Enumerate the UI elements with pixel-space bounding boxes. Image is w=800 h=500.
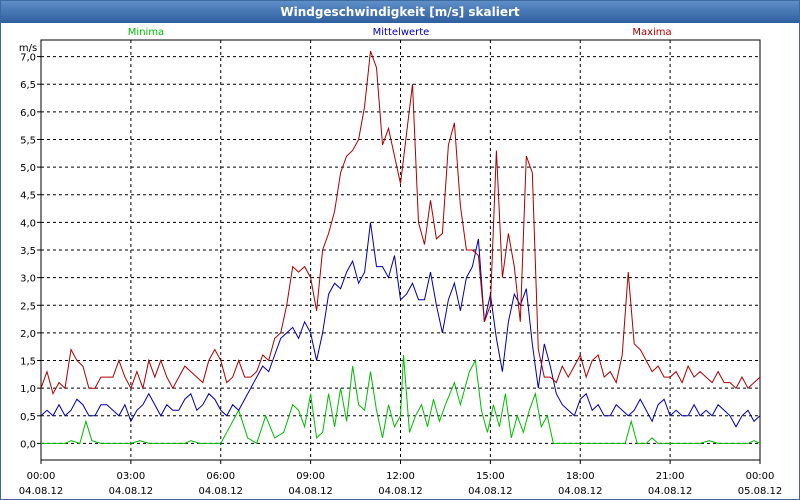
x-tick-date-label: 04.08.12 <box>109 486 154 497</box>
x-tick-time-label: 09:00 <box>296 471 325 482</box>
x-tick-time-label: 12:00 <box>386 471 415 482</box>
y-tick-label: 1,0 <box>20 384 36 395</box>
y-tick-label: 3,5 <box>20 246 36 257</box>
x-tick-date-label: 04.08.12 <box>378 486 423 497</box>
x-axis: 00:00 04.08.12 03:00 04.08.12 06:00 04.08.12 0… <box>19 460 783 497</box>
y-tick-label: 4,0 <box>20 218 36 229</box>
x-tick-time-label: 06:00 <box>206 471 235 482</box>
y-tick-label: 5,0 <box>20 163 36 174</box>
y-tick-label: 6,0 <box>20 108 36 119</box>
y-tick-label: 0,5 <box>20 412 36 423</box>
legend-minima: Minima <box>128 27 164 38</box>
y-tick-label: 3,0 <box>20 274 36 285</box>
y-tick-label: 0,0 <box>20 439 36 450</box>
x-tick-date-label: 04.08.12 <box>198 486 243 497</box>
legend-mittelwerte: Mittelwerte <box>373 27 430 38</box>
y-tick-label: 5,5 <box>20 135 36 146</box>
series-lines <box>40 50 761 445</box>
x-tick-time-label: 00:00 <box>27 471 56 482</box>
grid <box>41 40 760 460</box>
maxima-line <box>40 50 761 396</box>
y-tick-label: 1,5 <box>20 357 36 368</box>
x-tick-time-label: 15:00 <box>476 471 505 482</box>
x-tick-date-label: 04.08.12 <box>648 486 693 497</box>
x-tick-date-label: 05.08.12 <box>738 486 783 497</box>
x-tick-time-label: 00:00 <box>746 471 775 482</box>
y-tick-label: 6,5 <box>20 80 36 91</box>
mittelwerte-line <box>40 222 761 428</box>
minima-line <box>41 354 761 445</box>
x-tick-time-label: 03:00 <box>116 471 145 482</box>
y-axis: 0,0 0,5 1,0 1,5 2,0 2,5 3,0 3,5 4,0 4,5 5,0 5,5 6,0 6… <box>20 53 41 450</box>
y-tick-label: 2,0 <box>20 329 36 340</box>
legend-maxima: Maxima <box>632 27 671 38</box>
y-tick-label: 7,0 <box>20 53 36 64</box>
x-tick-date-label: 04.08.12 <box>558 486 603 497</box>
y-axis-label: m/s <box>19 43 37 54</box>
window-title: Windgeschwindigkeit [m/s] skaliert <box>1 1 799 23</box>
x-tick-date-label: 04.08.12 <box>468 486 513 497</box>
x-tick-date-label: 04.08.12 <box>288 486 333 497</box>
x-tick-time-label: 18:00 <box>566 471 595 482</box>
x-tick-date-label: 04.08.12 <box>19 486 64 497</box>
x-tick-time-label: 21:00 <box>656 471 685 482</box>
y-tick-label: 4,5 <box>20 191 36 202</box>
y-tick-label: 2,5 <box>20 301 36 312</box>
